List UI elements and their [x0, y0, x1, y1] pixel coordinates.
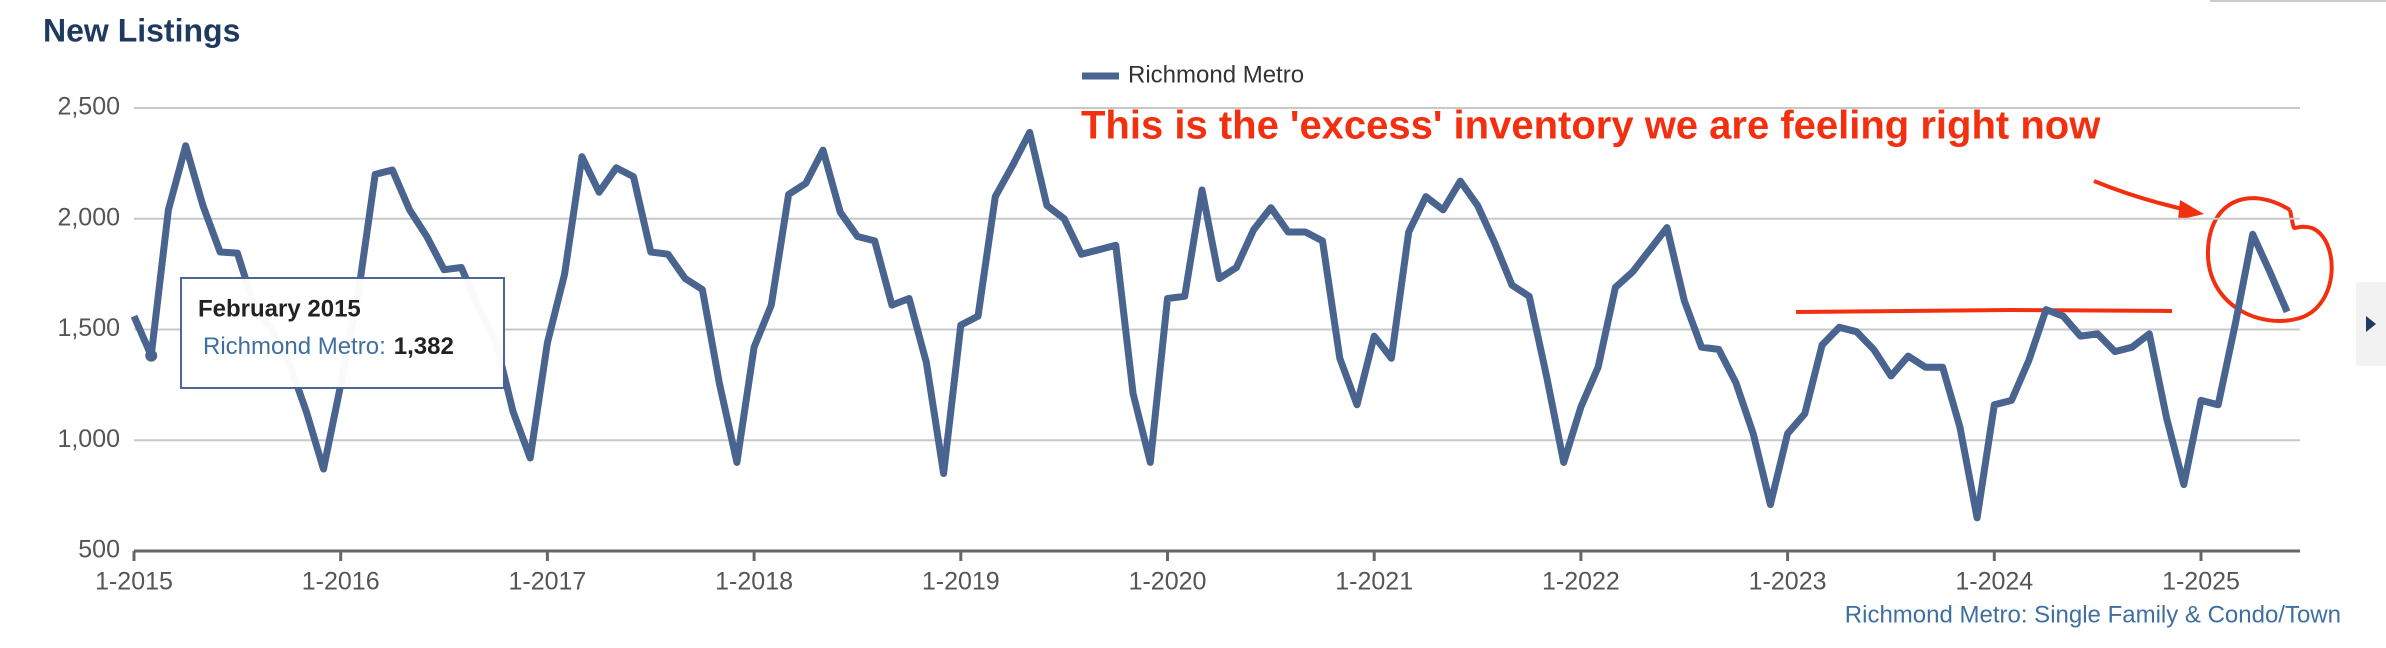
legend-label: Richmond Metro [1128, 61, 1304, 88]
y-tick-label: 1,000 [57, 425, 120, 453]
tooltip-body: Richmond Metro: 1,382 [203, 333, 454, 360]
annotation: This is the 'excess' inventory we are fe… [1081, 104, 2101, 148]
arrow-head [2178, 200, 2204, 220]
x-tick-label: 1-2018 [715, 568, 793, 596]
y-tick-label: 500 [78, 536, 120, 564]
x-tick-label: 1-2024 [1955, 568, 2033, 596]
y-tick-label: 2,500 [57, 93, 120, 121]
x-tick-label: 1-2025 [2162, 568, 2240, 596]
tooltip-value: 1,382 [394, 333, 454, 360]
annotation-line [1795, 307, 2173, 314]
x-tick-label: 1-2023 [1749, 568, 1827, 596]
scroll-arrow[interactable] [2366, 316, 2376, 332]
footer: Richmond Metro: Single Family & Condo/To… [1845, 601, 2341, 628]
hover-point [145, 349, 158, 362]
chart-title: New Listings [43, 12, 240, 48]
y-tick-label: 2,000 [57, 203, 120, 231]
x-tick-label: 1-2021 [1335, 568, 1413, 596]
tooltip-title: February 2015 [198, 295, 361, 322]
x-tick-label: 1-2015 [95, 568, 173, 596]
x-tick-label: 1-2016 [302, 568, 380, 596]
y-tick-label: 1,500 [57, 314, 120, 342]
tooltip-label: Richmond Metro: [203, 333, 386, 360]
x-tick-label: 1-2020 [1129, 568, 1207, 596]
x-tick-label: 1-2017 [508, 568, 586, 596]
x-tick-label: 1-2019 [922, 568, 1000, 596]
x-tick-label: 1-2022 [1542, 568, 1620, 596]
tooltip-box [180, 277, 505, 389]
annotation-circle [2205, 196, 2334, 323]
